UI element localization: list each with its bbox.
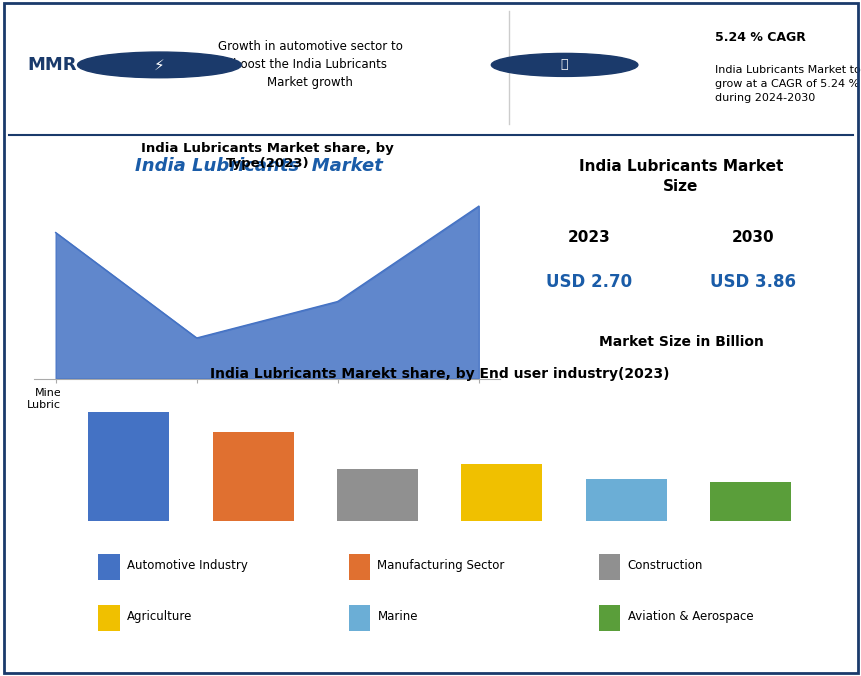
Bar: [598, 554, 619, 580]
Text: Automotive Industry: Automotive Industry: [127, 559, 248, 572]
Text: Aviation & Aerospace: Aviation & Aerospace: [627, 610, 753, 623]
Bar: [348, 604, 369, 631]
Bar: [598, 604, 619, 631]
Bar: [348, 554, 369, 580]
Text: ⚡: ⚡: [154, 57, 164, 72]
Text: Agriculture: Agriculture: [127, 610, 192, 623]
Title: India Lubricants Marekt share, by End user industry(2023): India Lubricants Marekt share, by End us…: [209, 367, 669, 381]
Bar: [88, 412, 169, 521]
Text: Market Size in Billion: Market Size in Billion: [598, 335, 763, 349]
Text: Manufacturing Sector: Manufacturing Sector: [377, 559, 505, 572]
Text: 🔥: 🔥: [561, 58, 567, 72]
Text: Marine: Marine: [377, 610, 418, 623]
Bar: [461, 464, 542, 521]
Text: 2023: 2023: [567, 230, 610, 245]
Bar: [337, 468, 418, 521]
Bar: [98, 554, 120, 580]
Bar: [585, 479, 666, 521]
Bar: [98, 604, 120, 631]
Circle shape: [491, 53, 637, 76]
Bar: [213, 432, 293, 521]
Text: Construction: Construction: [627, 559, 703, 572]
Text: 2030: 2030: [731, 230, 773, 245]
Text: India Lubricants Market
Size: India Lubricants Market Size: [578, 160, 783, 194]
Bar: [709, 481, 790, 521]
Text: India Lubricants  Market: India Lubricants Market: [134, 157, 382, 174]
Title: India Lubricants Market share, by
Type(2023): India Lubricants Market share, by Type(2…: [140, 143, 393, 170]
Circle shape: [77, 52, 241, 78]
Text: Growth in automotive sector to
boost the India Lubricants
Market growth: Growth in automotive sector to boost the…: [218, 41, 402, 89]
Text: 5.24 % CAGR: 5.24 % CAGR: [715, 31, 805, 45]
Text: India Lubricants Market to
grow at a CAGR of 5.24 %
during 2024-2030: India Lubricants Market to grow at a CAG…: [715, 65, 860, 103]
Text: MMR: MMR: [27, 56, 77, 74]
Text: USD 3.86: USD 3.86: [709, 273, 795, 291]
Text: USD 2.70: USD 2.70: [546, 273, 632, 291]
